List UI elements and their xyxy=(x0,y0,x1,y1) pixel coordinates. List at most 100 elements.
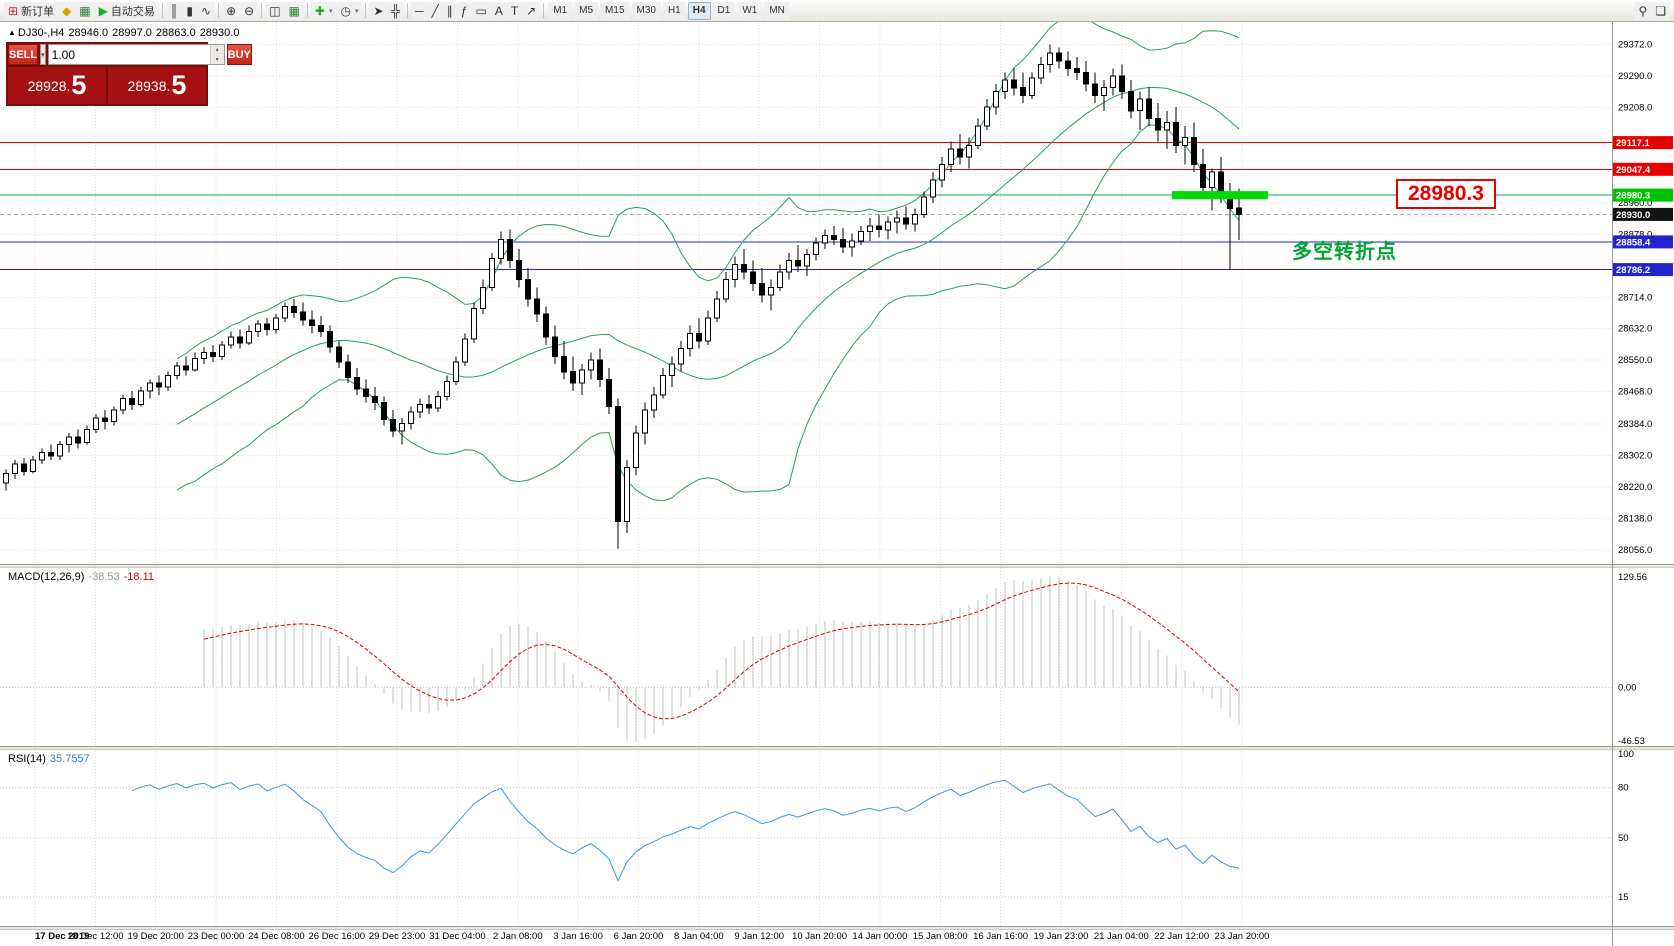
timeframe-m30[interactable]: M30 xyxy=(631,1,661,20)
rsi-indicator-label: RSI(14) 35.7557 xyxy=(8,753,90,765)
tile-windows-button[interactable]: ◫ xyxy=(265,1,285,20)
zoom-out-icon: ⊖ xyxy=(244,3,255,18)
bars-mode-icon: ║ xyxy=(169,3,179,18)
text-icon: A xyxy=(494,3,503,18)
open-value: 28946.0 xyxy=(68,27,109,39)
svg-text:14 Jan 00:00: 14 Jan 00:00 xyxy=(852,931,907,942)
sell-button[interactable]: SELL xyxy=(8,44,39,65)
cursor-button[interactable]: ➤ xyxy=(369,1,388,20)
line-mode-icon: ∿ xyxy=(201,3,212,18)
label-button[interactable]: T xyxy=(506,1,523,20)
svg-text:29047.4: 29047.4 xyxy=(1616,165,1651,176)
candles-mode-button[interactable]: ▮ xyxy=(182,1,197,20)
chevron-down-icon[interactable]: ▾ xyxy=(328,7,333,15)
mql5-market-button[interactable]: ◆ xyxy=(58,1,76,20)
timeframe-h1[interactable]: H1 xyxy=(662,1,686,20)
fibonacci-icon: ƒ xyxy=(460,3,468,18)
timeframe-m5[interactable]: M5 xyxy=(574,1,599,20)
svg-text:23 Jan 20:00: 23 Jan 20:00 xyxy=(1215,931,1270,942)
trendline-button[interactable]: ╱ xyxy=(427,1,443,20)
svg-text:10 Jan 20:00: 10 Jan 20:00 xyxy=(792,931,847,942)
timeframe-m1[interactable]: M1 xyxy=(548,1,573,20)
price-badge-28980.3 xyxy=(1613,188,1673,202)
volume-stepper: ▴ ▾ xyxy=(209,45,224,64)
zoom-in-button[interactable]: ⊕ xyxy=(222,1,241,20)
svg-text:23 Dec 00:00: 23 Dec 00:00 xyxy=(188,931,245,942)
mql5-market-icon: ◆ xyxy=(62,3,72,18)
toolbar-separator xyxy=(365,3,367,18)
market-watch-button[interactable]: ▦ xyxy=(75,1,95,20)
levels-layer xyxy=(0,142,1612,271)
spin-down-icon[interactable]: ▾ xyxy=(210,54,224,64)
timeframe-w1[interactable]: W1 xyxy=(737,1,763,20)
svg-text:8 Jan 04:00: 8 Jan 04:00 xyxy=(674,931,724,942)
svg-text:100: 100 xyxy=(1618,749,1634,760)
bars-mode-button[interactable]: ║ xyxy=(165,1,183,20)
spin-up-icon[interactable]: ▴ xyxy=(210,45,224,55)
svg-text:28858.4: 28858.4 xyxy=(1616,237,1651,248)
tile-windows-icon: ◫ xyxy=(269,3,281,18)
search-button[interactable]: ⚲ xyxy=(1634,1,1652,20)
toolbar-separator xyxy=(543,3,545,18)
trendline-icon: ╱ xyxy=(431,3,439,18)
hline-button[interactable]: ─ xyxy=(411,1,428,20)
svg-text:6 Jan 20:00: 6 Jan 20:00 xyxy=(614,931,664,942)
rsi-value: 35.7557 xyxy=(49,753,90,765)
indicators-button[interactable]: ✚ ▾ xyxy=(310,1,337,20)
timeframe-m15[interactable]: M15 xyxy=(600,1,630,20)
buy-price-display[interactable]: 28938. 5 xyxy=(108,67,206,104)
svg-text:19 Jan 23:00: 19 Jan 23:00 xyxy=(1033,931,1088,942)
zoom-in-icon: ⊕ xyxy=(226,3,237,18)
svg-text:28632.0: 28632.0 xyxy=(1618,324,1652,335)
shapes-button[interactable]: ▭ xyxy=(471,1,491,20)
chat-button[interactable]: ❏ xyxy=(1651,1,1670,20)
price-badge-28786.2 xyxy=(1613,263,1673,277)
svg-text:28786.2: 28786.2 xyxy=(1616,265,1650,276)
new-order-button[interactable]: ⊞ 新订单 xyxy=(4,1,59,20)
panel-separators xyxy=(0,22,1674,946)
toolbar-separator xyxy=(407,3,409,18)
macd-name: MACD(12,26,9) xyxy=(8,571,85,583)
volume-input[interactable] xyxy=(48,45,210,64)
sell-price-display[interactable]: 28928. 5 xyxy=(8,67,106,104)
close-value: 28930.0 xyxy=(199,27,240,39)
text-button[interactable]: A xyxy=(490,1,507,20)
order-type-dropdown[interactable]: ▾ xyxy=(40,44,46,65)
periods-icon: ◷ xyxy=(340,3,351,18)
chevron-down-icon[interactable]: ▾ xyxy=(354,7,359,15)
fibonacci-button[interactable]: ƒ xyxy=(456,1,472,20)
periods-button[interactable]: ◷ ▾ xyxy=(336,1,363,20)
candles-mode-icon: ▮ xyxy=(186,3,193,18)
algo-trading-button[interactable]: ▶ 自动交易 xyxy=(94,1,159,20)
price-badge-28930.0 xyxy=(1613,207,1673,221)
arrows-button[interactable]: ↗ xyxy=(522,1,541,20)
svg-text:29117.1: 29117.1 xyxy=(1616,138,1651,149)
svg-text:29208.0: 29208.0 xyxy=(1618,103,1652,114)
timeframe-h4[interactable]: H4 xyxy=(687,1,711,20)
timeframe-mn[interactable]: MN xyxy=(764,1,790,20)
support-zone-highlight[interactable] xyxy=(1172,191,1268,200)
chevron-down-icon: ▾ xyxy=(41,51,45,59)
shapes-icon: ▭ xyxy=(475,3,487,18)
turning-point-annotation[interactable]: 多空转折点 xyxy=(1292,241,1397,263)
price-callout-label[interactable]: 28980.3 xyxy=(1396,179,1496,209)
arrows-icon: ↗ xyxy=(526,3,537,18)
svg-text:29290.0: 29290.0 xyxy=(1618,71,1652,82)
crosshair-icon: ╬ xyxy=(391,3,401,18)
toolbar-buttons: ⊞ 新订单 ◆ ▦ ▶ 自动交易 ║ ▮ ∿ ⊕ ⊖ ◫ ▦ ✚ ▾ ◷ ▾ ➤ ╬ ─ ╱ ∥ ƒ ▭ A T ↗ xyxy=(4,1,547,20)
zoom-out-button[interactable]: ⊖ xyxy=(240,1,259,20)
collapse-icon[interactable]: ▲ xyxy=(8,28,16,37)
toolbar-separator xyxy=(306,3,308,18)
buy-button[interactable]: BUY xyxy=(226,44,252,65)
channel-button[interactable]: ∥ xyxy=(442,1,457,20)
market-watch-icon: ▦ xyxy=(79,3,91,18)
line-mode-button[interactable]: ∿ xyxy=(197,1,216,20)
timeframe-d1[interactable]: D1 xyxy=(712,1,736,20)
price-badge-28858.4 xyxy=(1613,235,1673,249)
svg-text:28302.0: 28302.0 xyxy=(1618,450,1652,461)
macd-axis: 129.56 0.00 -46.53 xyxy=(1618,572,1647,747)
chat-icon: ❏ xyxy=(1655,3,1666,18)
grid-button[interactable]: ▦ xyxy=(284,1,304,20)
crosshair-button[interactable]: ╬ xyxy=(387,1,405,20)
